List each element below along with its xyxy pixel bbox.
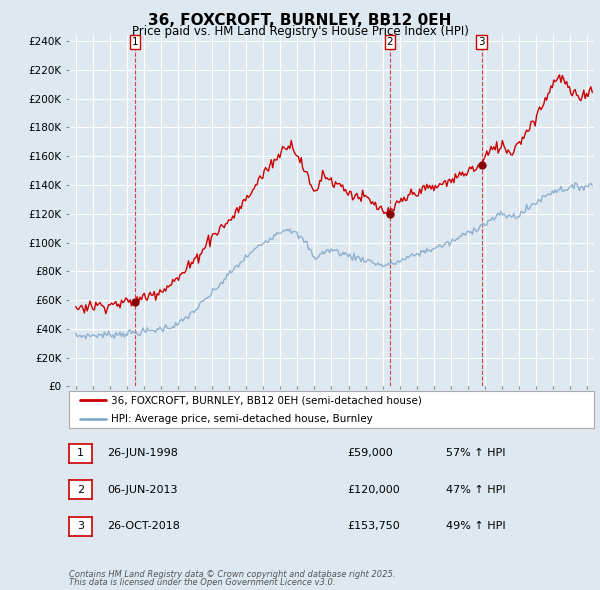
Text: 1: 1 <box>77 448 84 458</box>
Text: HPI: Average price, semi-detached house, Burnley: HPI: Average price, semi-detached house,… <box>111 414 373 424</box>
Text: Contains HM Land Registry data © Crown copyright and database right 2025.: Contains HM Land Registry data © Crown c… <box>69 571 395 579</box>
Text: £153,750: £153,750 <box>347 522 400 531</box>
Text: £59,000: £59,000 <box>347 448 392 458</box>
Text: 26-JUN-1998: 26-JUN-1998 <box>107 448 178 458</box>
Text: 1: 1 <box>131 37 138 47</box>
Text: 36, FOXCROFT, BURNLEY, BB12 0EH: 36, FOXCROFT, BURNLEY, BB12 0EH <box>148 13 452 28</box>
Text: 36, FOXCROFT, BURNLEY, BB12 0EH (semi-detached house): 36, FOXCROFT, BURNLEY, BB12 0EH (semi-de… <box>111 395 422 405</box>
Text: Price paid vs. HM Land Registry's House Price Index (HPI): Price paid vs. HM Land Registry's House … <box>131 25 469 38</box>
Text: 2: 2 <box>77 485 84 494</box>
Text: 3: 3 <box>77 522 84 531</box>
Text: 2: 2 <box>386 37 393 47</box>
Text: 26-OCT-2018: 26-OCT-2018 <box>107 522 179 531</box>
Text: £120,000: £120,000 <box>347 485 400 494</box>
Text: 3: 3 <box>479 37 485 47</box>
Text: 06-JUN-2013: 06-JUN-2013 <box>107 485 178 494</box>
Text: 49% ↑ HPI: 49% ↑ HPI <box>446 522 505 531</box>
Text: 57% ↑ HPI: 57% ↑ HPI <box>446 448 505 458</box>
Text: 47% ↑ HPI: 47% ↑ HPI <box>446 485 505 494</box>
Text: This data is licensed under the Open Government Licence v3.0.: This data is licensed under the Open Gov… <box>69 578 335 587</box>
